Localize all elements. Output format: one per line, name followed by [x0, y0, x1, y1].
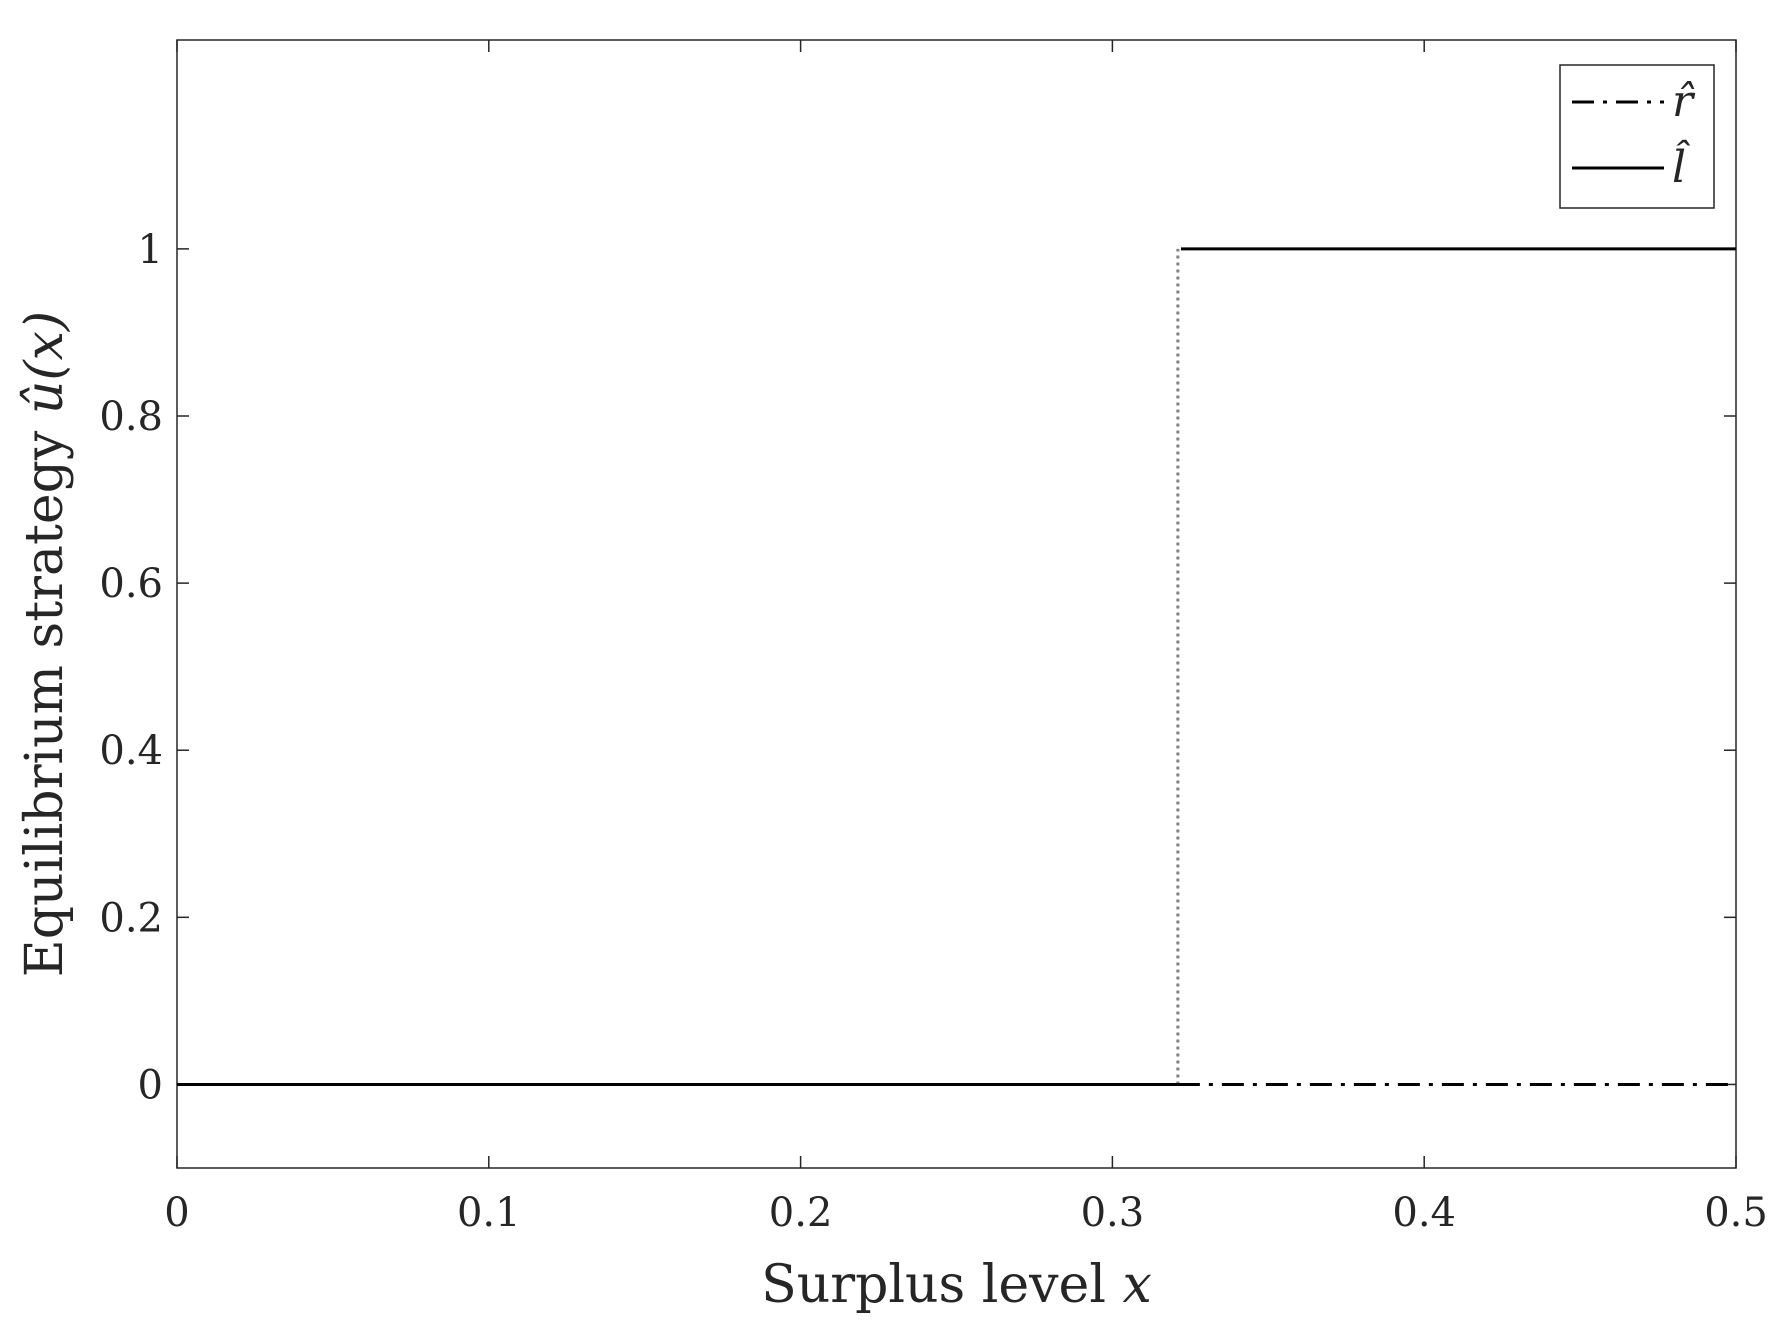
x-tick-label: 0.3	[1081, 1190, 1145, 1236]
y-tick-label: 0	[138, 1062, 163, 1108]
x-tick-label: 0.1	[457, 1190, 521, 1236]
legend-box	[1559, 64, 1715, 209]
x-tick-label: 0	[164, 1190, 189, 1236]
plot-area-frame	[176, 39, 1737, 1169]
x-tick-label: 0.4	[1392, 1190, 1456, 1236]
y-axis-label-text: Equilibrium strategy	[15, 414, 75, 977]
x-axis-label-text: Surplus level	[761, 1255, 1122, 1315]
x-axis-label-variable: x	[1122, 1255, 1151, 1315]
legend-label: r̂	[1672, 76, 1696, 127]
x-tick-label: 0.2	[769, 1190, 833, 1236]
x-axis-label: Surplus level x	[761, 1255, 1152, 1315]
x-tick-label: 0.5	[1704, 1190, 1768, 1236]
y-tick-label: 0.4	[99, 728, 163, 774]
legend-label: l̂	[1672, 138, 1691, 193]
y-tick-label: 1	[138, 227, 163, 273]
y-tick-label: 0.6	[99, 561, 163, 607]
y-tick-label: 0.8	[99, 394, 163, 440]
y-axis-label-variable: û(x)	[15, 311, 75, 414]
y-tick-label: 0.2	[99, 895, 163, 941]
y-axis-label: Equilibrium strategy û(x)	[15, 311, 75, 977]
